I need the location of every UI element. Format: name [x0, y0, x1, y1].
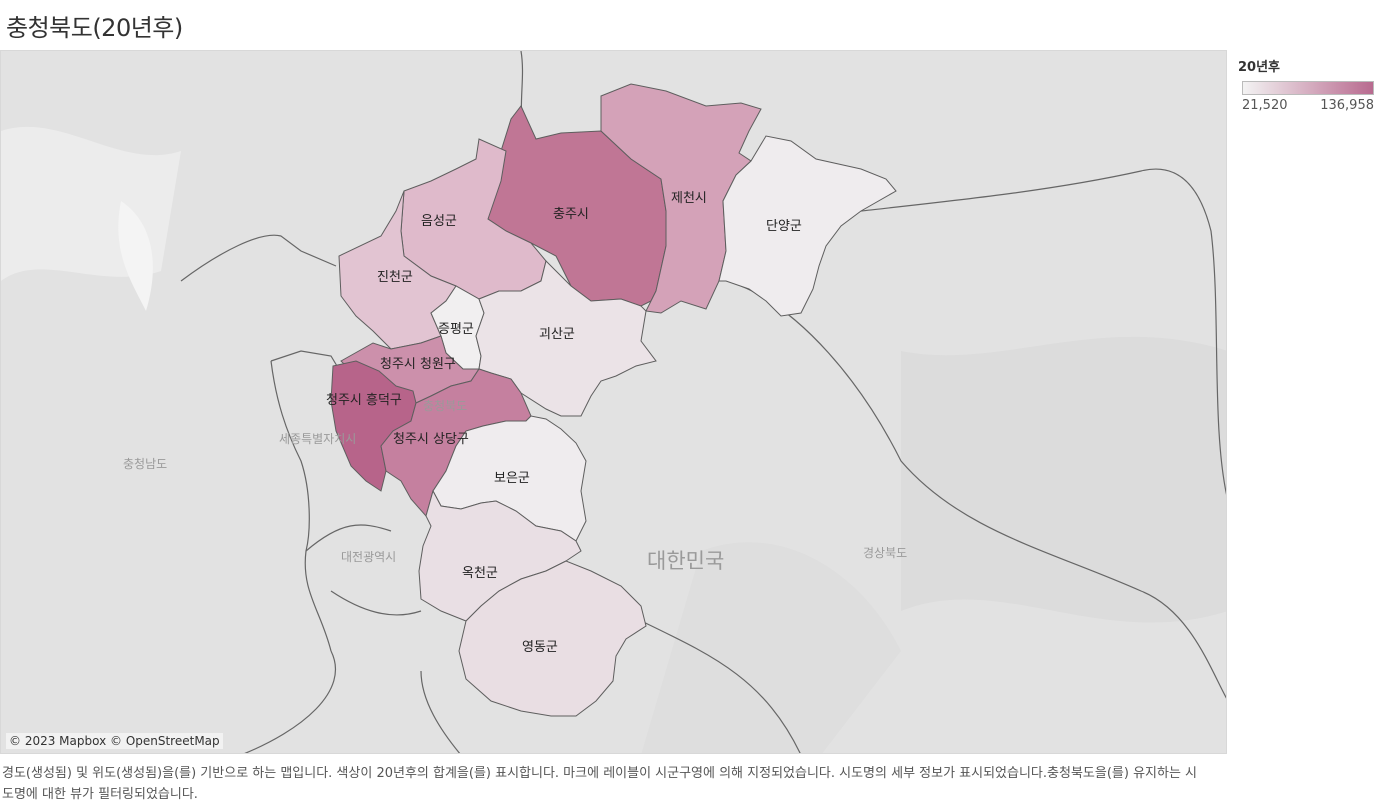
region-label-jecheon: 제천시 [671, 191, 707, 206]
region-label-jeungpyeong: 증평군 [438, 322, 474, 337]
legend-max-label: 136,958 [1320, 98, 1374, 113]
base-label-chungbuk: 충청북도 [423, 399, 467, 413]
map-view[interactable]: 충청남도 세종특별자치시 대전광역시 경상북도 충청북도 대한민국 충주시 제천… [0, 50, 1227, 754]
region-shape-danyang[interactable] [718, 135, 897, 317]
region-shapes [330, 83, 897, 717]
legend-gradient-bar [1242, 81, 1374, 95]
base-label-sejong: 세종특별자치시 [279, 432, 356, 446]
base-label-gyeongbuk: 경상북도 [863, 546, 907, 560]
water-body [118, 201, 153, 311]
region-label-cheongwon: 청주시 청원구 [380, 357, 456, 372]
legend-ticks: 21,520 136,958 [1242, 98, 1374, 113]
map-attribution[interactable]: © 2023 Mapbox © OpenStreetMap [6, 733, 223, 749]
region-label-heungdeok: 청주시 흥덕구 [326, 393, 402, 408]
base-label-daejeon: 대전광역시 [341, 550, 396, 564]
region-label-chungju: 충주시 [553, 207, 589, 222]
region-label-yeongdong: 영동군 [522, 640, 558, 655]
boundary-lines [180, 51, 1226, 753]
region-label-sangdang: 청주시 상당구 [393, 432, 469, 447]
region-label-goesan: 괴산군 [539, 327, 575, 342]
map-caption: 경도(생성됨) 및 위도(생성됨)을(를) 기반으로 하는 맵입니다. 색상이 … [2, 766, 1197, 802]
region-label-eumseong: 음성군 [421, 214, 457, 229]
region-label-okcheon: 옥천군 [462, 566, 498, 581]
base-label-chungnam: 충청남도 [123, 457, 167, 471]
terrain-patch [641, 542, 901, 753]
base-label-country: 대한민국 [647, 549, 724, 573]
region-label-boeun: 보은군 [494, 471, 530, 486]
color-legend: 20년후 21,520 136,958 [1238, 56, 1374, 113]
page-title: 충청북도(20년후) [6, 14, 183, 42]
legend-min-label: 21,520 [1242, 98, 1288, 113]
region-shape-yeongdong[interactable] [458, 560, 647, 717]
terrain-patch [901, 336, 1226, 623]
region-label-jincheon: 진천군 [377, 270, 413, 285]
legend-title: 20년후 [1238, 60, 1281, 75]
region-label-danyang: 단양군 [766, 219, 802, 234]
map-canvas[interactable]: 충청남도 세종특별자치시 대전광역시 경상북도 충청북도 대한민국 충주시 제천… [1, 51, 1227, 754]
